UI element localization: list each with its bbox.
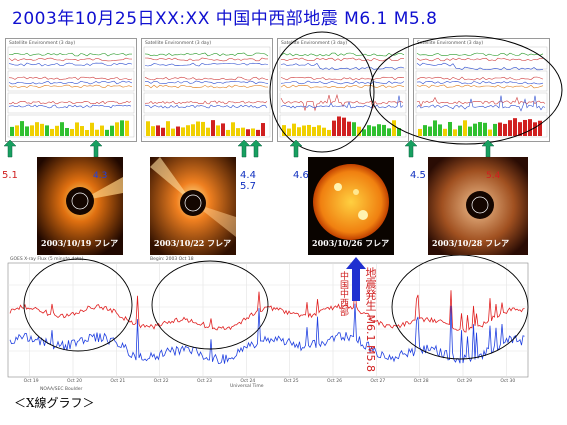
xray-grid (8, 263, 528, 377)
goes-panel-header: Satellite Environment (3 day) (9, 40, 75, 46)
goes-panel-header: Satellite Environment (3 day) (281, 40, 347, 46)
xray-footer-left: NOAA/SEC Boulder (40, 386, 82, 392)
up-arrow-icon (3, 140, 17, 158)
up-arrow-icon (481, 140, 495, 158)
xray-chart-svg: GOES X-ray Flux (5 minute data) Begin: 2… (7, 255, 529, 392)
quake-annotation: 地震発生 M6.1 M5.8 (364, 267, 377, 372)
goes-panel-header: Satellite Environment (3 day) (145, 40, 211, 46)
xray-ellipse-1 (23, 258, 133, 352)
quake-arrow-icon (346, 257, 366, 301)
up-arrow-icon (237, 140, 251, 158)
sun-image-2-label: 2003/10/22 フレア (154, 238, 232, 248)
side-value-3: 4.6 (293, 170, 309, 181)
xray-tick-label: Oct 26 (327, 378, 342, 384)
goes-panel-4: Satellite Environment (3 day) (413, 38, 550, 142)
xray-tick-label: Oct 23 (197, 378, 212, 384)
goes-panel-1: Satellite Environment (3 day) (5, 38, 137, 142)
sun-image-3: 2003/10/26 フレア (308, 157, 394, 255)
arrow-row (3, 140, 495, 158)
sun-image-2: 2003/10/22 フレア (150, 157, 236, 255)
xray-short-series (9, 303, 525, 365)
xray-begin: Begin: 2003 Oct 18 (150, 256, 194, 262)
xray-tick-label: Oct 28 (414, 378, 429, 384)
xray-tick-label: Oct 27 (370, 378, 385, 384)
sun-image-4-value: 5.4 (486, 171, 501, 181)
xray-long-series (9, 287, 525, 333)
up-arrow-icon (249, 140, 263, 158)
xray-ticks: Oct 19 Oct 20 Oct 21 Oct 22 Oct 23 Oct 24 Oct … (24, 378, 516, 384)
xray-tick-label: Oct 20 (67, 378, 82, 384)
goes-panel-3-graph: Satellite Environment (3 day) (279, 40, 407, 138)
sun-image-1-value: 4.3 (93, 171, 108, 181)
xray-tick-label: Oct 29 (457, 378, 472, 384)
xray-tick-label: Oct 24 (240, 378, 255, 384)
sun-image-3-label: 2003/10/26 フレア (312, 238, 390, 248)
xray-header: GOES X-ray Flux (5 minute data) (10, 256, 84, 262)
xray-footer-mid: Universal Time (230, 383, 264, 389)
xray-chart: GOES X-ray Flux (5 minute data) Begin: 2… (0, 255, 567, 395)
goes-panel-1-graph: Satellite Environment (3 day) (7, 40, 135, 138)
sun-image-1: 2003/10/19 フレア 4.3 (37, 157, 123, 255)
quake-annotation-sub: 中国中西部 (338, 271, 348, 316)
up-arrow-icon (89, 140, 103, 158)
goes-panel-2-graph: Satellite Environment (3 day) (143, 40, 271, 138)
xray-tick-label: Oct 21 (110, 378, 125, 384)
xray-tick-label: Oct 22 (154, 378, 169, 384)
page-title: 2003年10月25日XX:XX 中国中西部地震 M6.1 M5.8 (12, 9, 438, 29)
xray-tick-label: Oct 30 (500, 378, 515, 384)
sun-image-4: 2003/10/28 フレア 5.4 (428, 157, 528, 255)
sun-image-1-label: 2003/10/19 フレア (41, 238, 119, 248)
goes-panel-2: Satellite Environment (3 day) (141, 38, 273, 142)
panel-ellipses (269, 31, 563, 153)
caption: ＜X線グラフ＞ (14, 396, 95, 410)
up-arrow-icon (404, 140, 418, 158)
xray-tick-label: Oct 25 (284, 378, 299, 384)
side-value-1: 5.1 (2, 170, 18, 181)
sun-image-4-label: 2003/10/28 フレア (432, 238, 510, 248)
side-value-2: 4.4 5.7 (240, 170, 256, 192)
xray-tick-label: Oct 19 (24, 378, 39, 384)
xray-ellipse-2 (151, 260, 269, 350)
goes-panel-header: Satellite Environment (3 day) (417, 40, 483, 46)
side-value-4: 4.5 (410, 170, 426, 181)
up-arrow-icon (289, 140, 303, 158)
goes-panel-3: Satellite Environment (3 day) (277, 38, 409, 142)
goes-panel-4-graph: Satellite Environment (3 day) (415, 40, 548, 138)
xray-ellipse-3 (391, 255, 529, 360)
